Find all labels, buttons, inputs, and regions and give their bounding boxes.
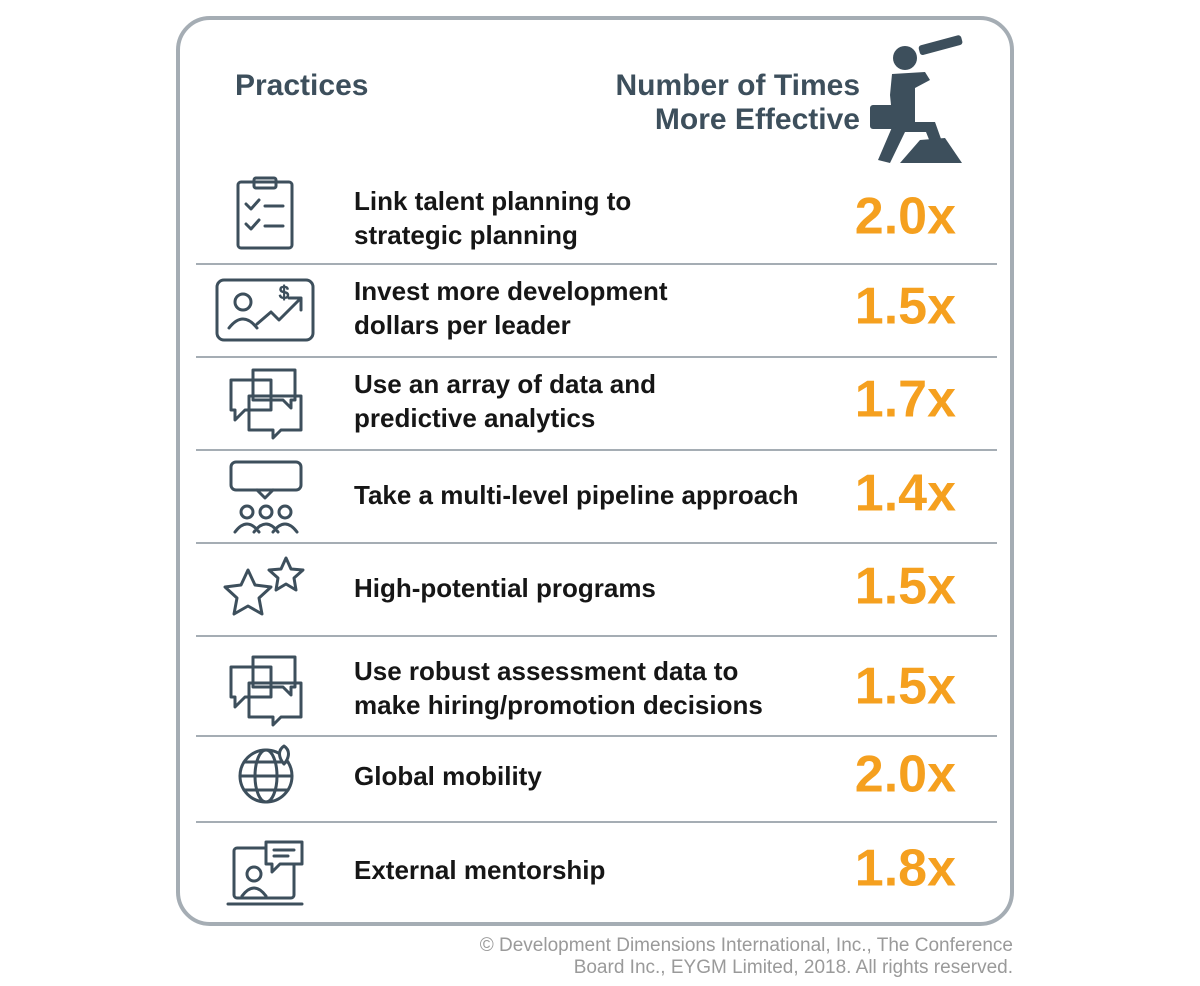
svg-text:$: $ [279,283,289,303]
practice-text: predictive analytics [354,403,595,433]
bubbles-icon [229,368,303,440]
stars-icon [223,556,305,616]
practice-text: High-potential programs [354,573,656,603]
globe-icon [238,744,294,804]
practice-text: External mentorship [354,855,605,885]
card [176,16,1014,926]
practice-text: Use robust assessment data to [354,656,738,686]
effect-header: Number of Times [616,69,861,102]
effect-value: 1.5x [855,558,956,616]
pipeline-icon [229,460,303,534]
explorer-icon [870,35,963,163]
icons: $ [215,176,315,906]
mentor-icon [226,840,304,906]
practice-text: Global mobility [354,761,542,791]
investment-icon: $ [215,278,315,342]
practices-header: Practices [235,69,368,102]
practice-text: Invest more development [354,276,668,306]
practice-text: make hiring/promotion decisions [354,690,763,720]
practice-text: strategic planning [354,220,578,250]
effect-value: 1.8x [855,840,956,898]
practice-text: Use an array of data and [354,369,656,399]
copyright: © Development Dimensions International, … [480,935,1013,956]
effect-value: 1.5x [855,658,956,716]
effect-value: 1.4x [855,465,956,523]
copyright: Board Inc., EYGM Limited, 2018. All righ… [574,957,1013,978]
clipboard-icon [236,176,294,250]
practice-text: Link talent planning to [354,186,631,216]
effect-value: 1.7x [855,371,956,429]
effect-value: 2.0x [855,188,956,246]
effect-value: 2.0x [855,746,956,804]
practice-text: dollars per leader [354,310,571,340]
effect-header: More Effective [655,103,860,136]
effect-value: 1.5x [855,278,956,336]
practice-text: Take a multi-level pipeline approach [354,480,799,510]
